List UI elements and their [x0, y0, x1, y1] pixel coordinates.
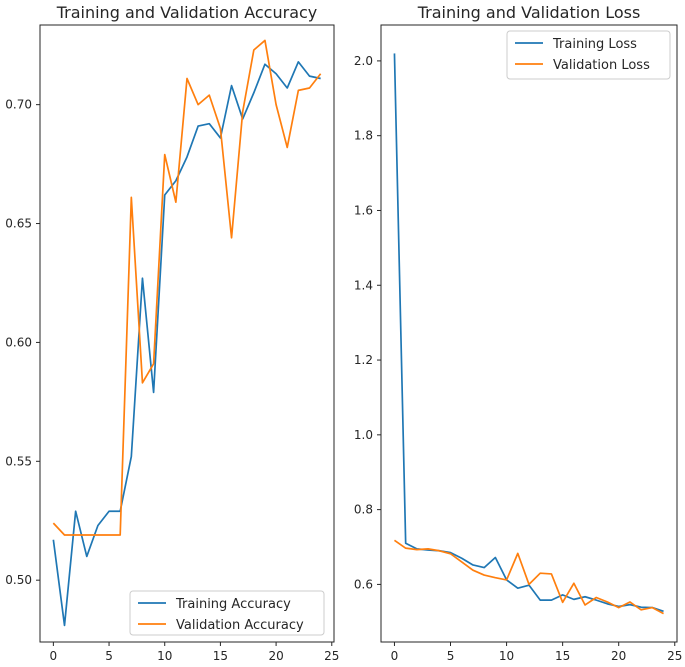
loss-chart-title: Training and Validation Loss [417, 3, 641, 22]
accuracy-subplot: Training and Validation Accuracy 0 5 10 15 2… [5, 3, 339, 663]
legend-label: Training Accuracy [175, 597, 291, 612]
x-tick-label: 25 [667, 649, 682, 663]
x-tick-label: 10 [499, 649, 514, 663]
loss-series-validation-loss [393, 539, 664, 615]
accuracy-legend: Training Accuracy Validation Accuracy [129, 590, 325, 636]
accuracy-axes-frame [39, 24, 335, 643]
x-tick-label: 10 [157, 649, 172, 663]
series-line [52, 61, 321, 627]
y-tick-label: 0.60 [5, 335, 32, 349]
series-line [52, 39, 322, 536]
x-tick-label: 5 [447, 649, 455, 663]
legend-box [129, 590, 325, 636]
y-tick-label: 0.6 [354, 577, 373, 591]
x-tick-label: 0 [50, 649, 58, 663]
loss-subplot: Training and Validation Loss 0 5 10 15 20 25 0… [354, 3, 682, 663]
legend-label: Training Loss [552, 37, 637, 52]
loss-axes-frame [380, 24, 678, 643]
y-tick-label: 0.8 [354, 503, 373, 517]
y-tick-label: 0.50 [5, 573, 32, 587]
y-tick-label: 0.70 [5, 98, 32, 112]
y-tick-label: 1.0 [354, 428, 373, 442]
y-tick-label: 2.0 [354, 54, 373, 68]
accuracy-chart-title: Training and Validation Accuracy [56, 3, 318, 22]
series-line [393, 53, 664, 613]
x-tick-label: 20 [611, 649, 626, 663]
x-tick-label: 15 [555, 649, 570, 663]
loss-legend: Training Loss Validation Loss [506, 30, 671, 80]
x-tick-label: 0 [391, 649, 399, 663]
y-tick-label: 0.55 [5, 454, 32, 468]
accuracy-series-validation-accuracy [52, 39, 322, 536]
y-tick-label: 0.65 [5, 217, 32, 231]
legend-box [506, 30, 671, 80]
y-tick-label: 1.4 [354, 278, 373, 292]
x-tick-label: 20 [268, 649, 283, 663]
legend-label: Validation Loss [553, 58, 650, 73]
loss-series-training-loss [393, 53, 664, 613]
accuracy-series-training-accuracy [52, 61, 321, 627]
y-tick-label: 1.2 [354, 353, 373, 367]
y-tick-label: 1.6 [354, 203, 373, 217]
x-tick-label: 5 [105, 649, 113, 663]
x-tick-label: 25 [324, 649, 339, 663]
legend-label: Validation Accuracy [176, 618, 304, 633]
x-tick-label: 15 [213, 649, 228, 663]
y-tick-label: 1.8 [354, 129, 373, 143]
